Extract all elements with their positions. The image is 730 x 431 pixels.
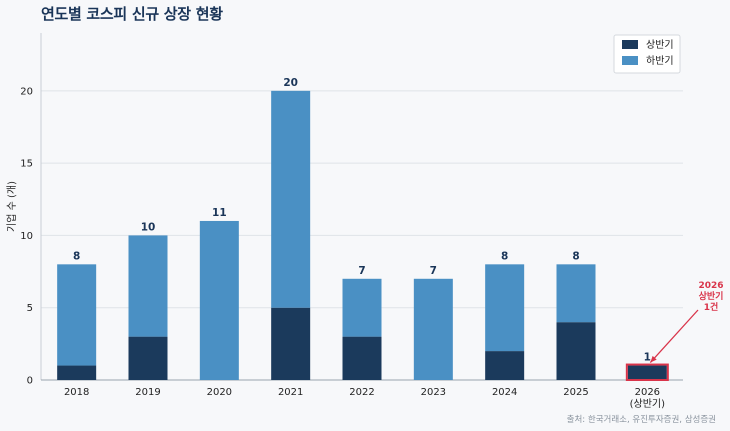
legend-swatch (622, 40, 638, 49)
x-tick-label: 2018 (64, 387, 89, 398)
bar-second-half (271, 90, 311, 308)
bar-first-half (128, 336, 168, 380)
bar-total-label: 10 (141, 221, 156, 233)
legend-swatch (622, 56, 638, 65)
bar-first-half (485, 351, 525, 380)
y-tick-label: 15 (20, 159, 33, 170)
bar-first-half (627, 365, 667, 380)
bar-second-half (57, 264, 97, 366)
annotation-text: 상반기 (699, 290, 724, 302)
highlight-box (625, 363, 669, 381)
x-tick-label: 2021 (278, 387, 303, 398)
bar-first-half (57, 365, 97, 380)
x-tick-label: 2026 (635, 387, 660, 398)
annotation-text: 1건 (704, 301, 719, 313)
x-tick-label: 2019 (135, 387, 160, 398)
bar-first-half (342, 336, 382, 380)
x-tick-label: 2022 (349, 387, 374, 398)
bar-second-half (556, 264, 596, 323)
x-tick-label: 2024 (492, 387, 517, 398)
bar-second-half (342, 278, 382, 337)
y-tick-label: 0 (27, 376, 33, 387)
bar-second-half (128, 235, 168, 337)
legend-label: 상반기 (646, 39, 674, 51)
bar-second-half (413, 278, 453, 380)
chart-title: 연도별 코스피 신규 상장 현황 (41, 5, 223, 23)
source-note: 출처: 한국거래소, 유진투자증권, 삼성증권 (566, 415, 716, 425)
x-tick-label: 2020 (207, 387, 232, 398)
bar-second-half (485, 264, 525, 352)
legend-label: 하반기 (646, 54, 674, 67)
bar-total-label: 8 (572, 250, 579, 262)
annotation-text: 2026 (698, 281, 723, 291)
bar-total-label: 8 (73, 250, 80, 262)
y-tick-label: 5 (27, 303, 33, 314)
x-tick-label: 2025 (563, 387, 588, 398)
y-tick-label: 20 (20, 86, 33, 97)
bar-total-label: 11 (212, 207, 227, 219)
bar-total-label: 7 (358, 265, 365, 277)
bar-second-half (199, 220, 239, 380)
bar-total-label: 8 (501, 250, 508, 262)
x-tick-label: (상반기) (630, 398, 666, 410)
bar-total-label: 20 (283, 77, 298, 89)
bar-total-label: 1 (644, 352, 651, 364)
bar-total-label: 7 (430, 265, 437, 277)
y-tick-label: 10 (20, 231, 33, 242)
bar-first-half (556, 322, 596, 380)
bar-first-half (271, 307, 311, 380)
annotation-arrow-line (649, 309, 699, 363)
y-axis-label: 기업 수 (개) (5, 181, 18, 232)
annotation-arrow-head (650, 355, 657, 363)
x-tick-label: 2023 (421, 387, 446, 398)
